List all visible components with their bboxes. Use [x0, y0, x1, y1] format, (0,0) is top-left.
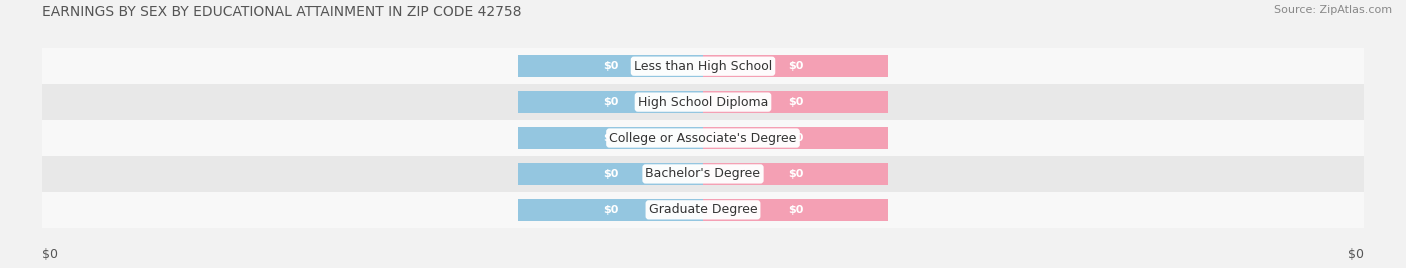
Text: $0: $0	[603, 169, 619, 179]
Text: Graduate Degree: Graduate Degree	[648, 203, 758, 216]
Bar	[703, 55, 889, 77]
Text: $0: $0	[787, 133, 803, 143]
Text: $0: $0	[1348, 248, 1364, 261]
Bar	[703, 91, 889, 113]
Text: College or Associate's Degree: College or Associate's Degree	[609, 132, 797, 144]
Text: $0: $0	[42, 248, 58, 261]
Text: Less than High School: Less than High School	[634, 60, 772, 73]
Bar	[42, 156, 1364, 192]
Text: $0: $0	[787, 61, 803, 71]
Bar	[42, 192, 1364, 228]
Text: High School Diploma: High School Diploma	[638, 96, 768, 109]
Bar	[517, 127, 703, 149]
Bar	[703, 163, 889, 185]
Text: $0: $0	[603, 61, 619, 71]
Text: $0: $0	[787, 97, 803, 107]
Text: Bachelor's Degree: Bachelor's Degree	[645, 168, 761, 180]
Text: $0: $0	[787, 205, 803, 215]
Bar	[517, 55, 703, 77]
Bar	[42, 120, 1364, 156]
Text: EARNINGS BY SEX BY EDUCATIONAL ATTAINMENT IN ZIP CODE 42758: EARNINGS BY SEX BY EDUCATIONAL ATTAINMEN…	[42, 5, 522, 19]
Bar	[42, 84, 1364, 120]
Text: Source: ZipAtlas.com: Source: ZipAtlas.com	[1274, 5, 1392, 15]
Bar	[517, 91, 703, 113]
Text: $0: $0	[787, 169, 803, 179]
Bar	[703, 199, 889, 221]
Bar	[517, 163, 703, 185]
Text: $0: $0	[603, 133, 619, 143]
Bar	[517, 199, 703, 221]
Bar	[703, 127, 889, 149]
Bar	[42, 48, 1364, 84]
Text: $0: $0	[603, 205, 619, 215]
Text: $0: $0	[603, 97, 619, 107]
